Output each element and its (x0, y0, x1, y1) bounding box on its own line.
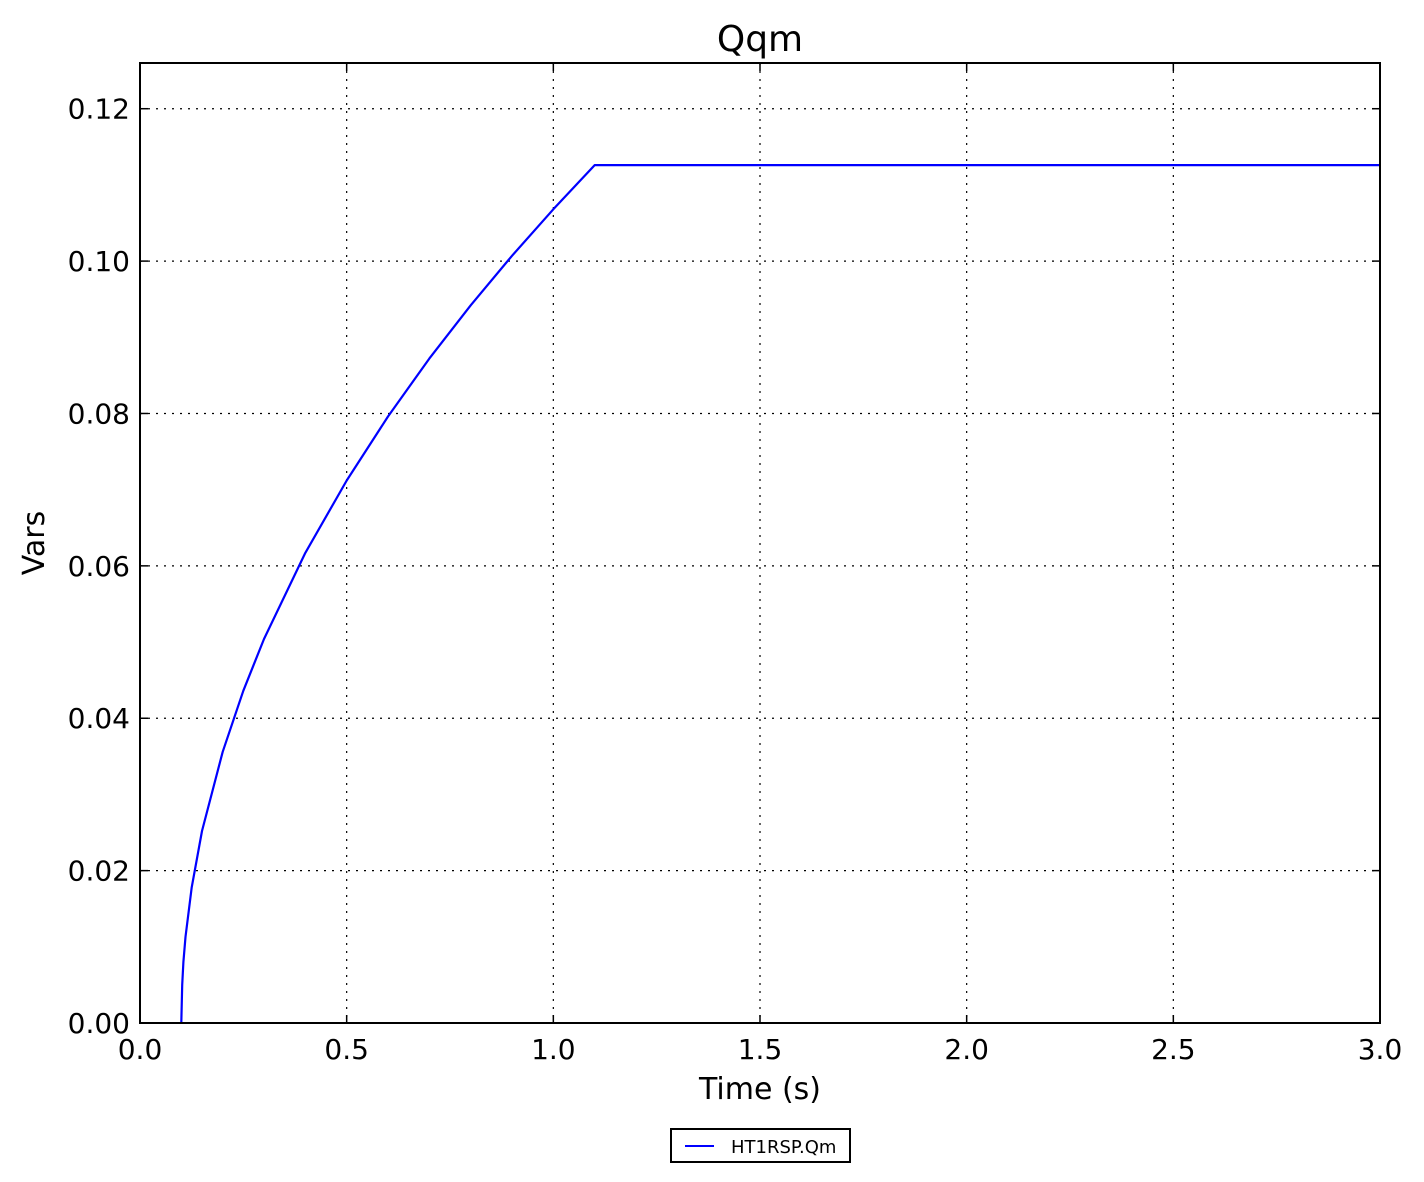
chart-title: Qqm (717, 19, 803, 60)
x-tick-label: 1.5 (738, 1033, 783, 1066)
y-axis-label: Vars (17, 511, 52, 576)
x-axis-label: Time (s) (698, 1072, 821, 1107)
legend: HT1RSP.Qm (670, 1128, 851, 1163)
x-tick-label: 0.0 (118, 1033, 163, 1066)
y-tick-label: 0.10 (68, 245, 130, 278)
series-layer (180, 164, 1380, 1024)
x-tick-label: 2.0 (944, 1033, 989, 1066)
y-tick-label: 0.06 (68, 550, 130, 583)
y-tick-label: 0.00 (68, 1007, 130, 1040)
y-tick-label: 0.12 (68, 93, 130, 126)
grid (140, 63, 1380, 1023)
y-tick-label: 0.08 (68, 397, 130, 430)
x-tick-label: 3.0 (1358, 1033, 1403, 1066)
ticks: 0.0 0.5 1.0 1.5 2.0 2.5 3.0 0.00 0.02 0.04 0.06 0.0… (68, 63, 1403, 1066)
x-tick-label: 2.5 (1151, 1033, 1196, 1066)
y-tick-label: 0.02 (68, 855, 130, 888)
x-tick-label: 0.5 (324, 1033, 369, 1066)
y-tick-label: 0.04 (68, 702, 130, 735)
series-line (180, 164, 1380, 1024)
x-tick-label: 1.0 (531, 1033, 576, 1066)
legend-label: HT1RSP.Qm (731, 1137, 836, 1158)
